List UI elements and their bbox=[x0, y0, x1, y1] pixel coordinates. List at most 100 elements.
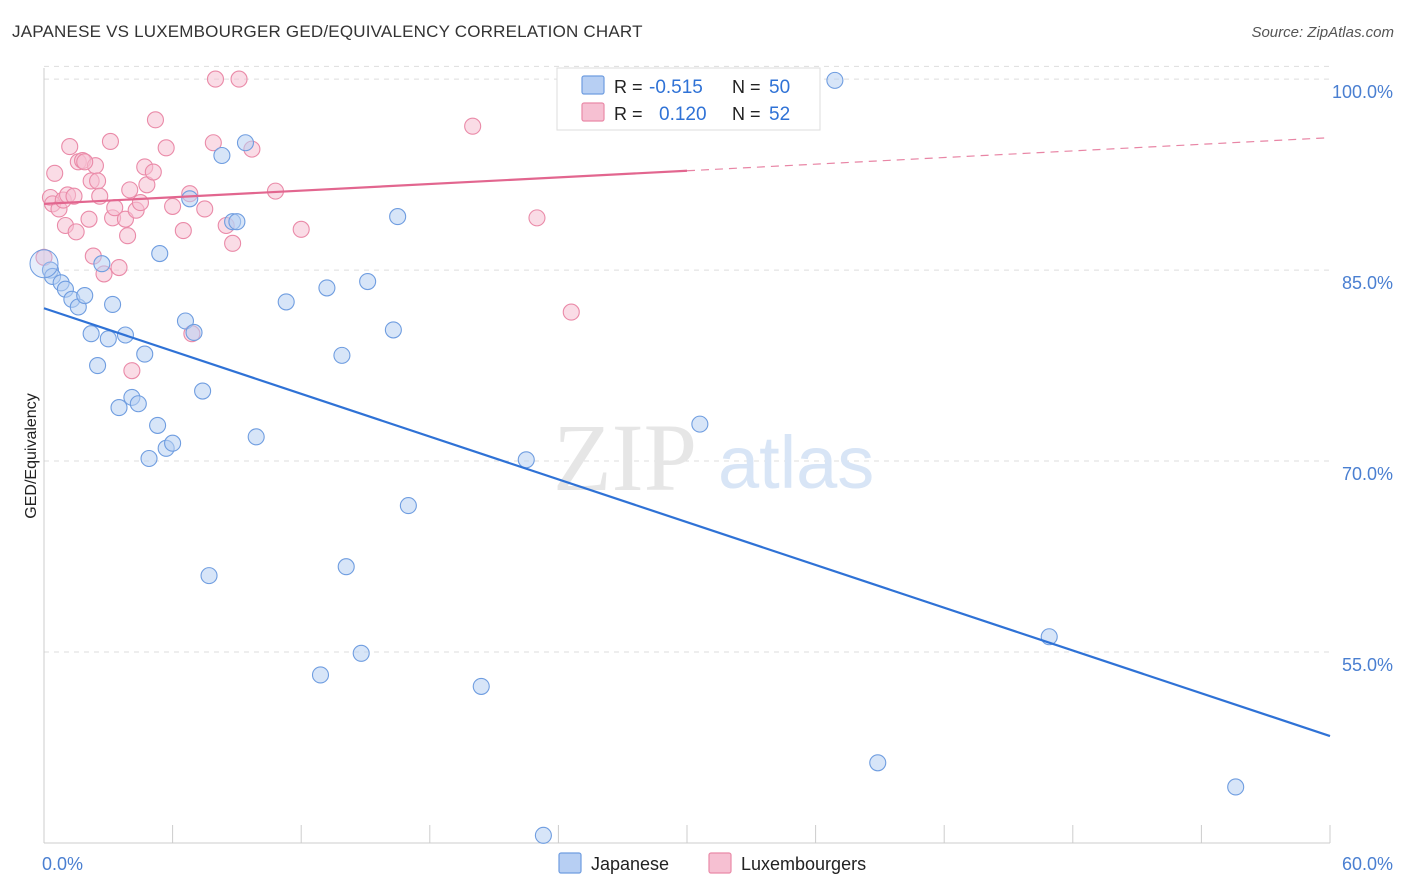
grid-lines bbox=[44, 65, 1330, 653]
japanese-point bbox=[76, 286, 94, 305]
luxembourger-point bbox=[67, 223, 85, 241]
luxembourger-point bbox=[230, 70, 248, 88]
legend-n-label-japanese: N = bbox=[732, 77, 761, 97]
legend-r-value-luxembourger: 0.120 bbox=[659, 104, 707, 125]
bottom-legend-label-japanese[interactable]: Japanese bbox=[591, 854, 669, 874]
luxembourger-point bbox=[76, 153, 94, 171]
y-tick-labels: 55.0% 70.0% 85.0% 100.0% bbox=[1332, 82, 1393, 675]
legend-r-value-japanese: -0.515 bbox=[649, 77, 703, 98]
japanese-point bbox=[318, 279, 336, 297]
japanese-point bbox=[93, 255, 111, 273]
japanese-point bbox=[333, 346, 351, 364]
legend-n-value-luxembourger: 52 bbox=[769, 104, 790, 125]
japanese-point bbox=[149, 416, 167, 434]
legend-n-label-luxembourger: N = bbox=[732, 104, 761, 124]
x-tick-label-max: 60.0% bbox=[1342, 854, 1393, 874]
bottom-legend: Japanese Luxembourgers bbox=[558, 852, 866, 874]
luxembourger-point bbox=[119, 227, 137, 245]
luxembourger-point bbox=[144, 163, 162, 181]
luxembourger-point bbox=[146, 111, 165, 129]
japanese-point bbox=[1227, 778, 1245, 796]
luxembourger-point bbox=[89, 172, 107, 190]
luxembourger-point bbox=[164, 197, 182, 215]
x-tick-label-min: 0.0% bbox=[42, 854, 83, 874]
luxembourger-trend-line-extrapolated bbox=[686, 137, 1331, 172]
legend-swatch-japanese bbox=[581, 75, 605, 95]
source-credit: Source: ZipAtlas.com bbox=[1251, 24, 1394, 41]
luxembourger-point bbox=[174, 222, 192, 240]
legend-r-label-japanese: R = bbox=[614, 77, 643, 97]
japanese-point bbox=[236, 134, 255, 152]
luxembourger-point bbox=[528, 209, 546, 227]
bottom-legend-swatch-japanese[interactable] bbox=[558, 852, 582, 874]
japanese-point bbox=[181, 190, 199, 208]
luxembourger-trend-line bbox=[43, 169, 688, 205]
trend-lines bbox=[43, 137, 1331, 738]
japanese-point bbox=[826, 71, 844, 89]
luxembourger-point bbox=[80, 210, 98, 228]
luxembourger-point bbox=[196, 200, 214, 218]
japanese-point bbox=[472, 677, 490, 695]
japanese-point bbox=[82, 325, 100, 343]
japanese-point bbox=[140, 449, 158, 468]
japanese-point bbox=[228, 213, 246, 231]
luxembourger-point bbox=[65, 187, 83, 205]
japanese-point bbox=[194, 382, 212, 400]
luxembourger-point bbox=[46, 164, 64, 182]
luxembourger-point bbox=[131, 194, 149, 212]
japanese-point bbox=[136, 345, 154, 363]
japanese-point bbox=[311, 666, 330, 684]
japanese-point-large bbox=[29, 249, 59, 279]
bottom-legend-label-luxembourgers[interactable]: Luxembourgers bbox=[741, 854, 866, 874]
bottom-legend-swatch-luxembourgers[interactable] bbox=[708, 852, 732, 874]
japanese-point bbox=[384, 321, 402, 339]
luxembourger-point bbox=[204, 134, 222, 152]
legend-r-label-luxembourger: R = bbox=[614, 104, 643, 124]
japanese-point bbox=[534, 826, 552, 844]
watermark-atlas: atlas bbox=[718, 421, 874, 504]
japanese-point bbox=[359, 272, 377, 291]
luxembourger-point bbox=[206, 70, 225, 88]
luxembourger-point bbox=[121, 181, 139, 199]
japanese-point bbox=[89, 357, 107, 375]
luxembourger-point bbox=[101, 132, 119, 151]
japanese-point bbox=[151, 244, 169, 263]
y-tick-label: 70.0% bbox=[1342, 464, 1393, 484]
japanese-point bbox=[200, 567, 218, 585]
japanese-point bbox=[247, 428, 265, 446]
y-tick-label: 85.0% bbox=[1342, 273, 1393, 293]
y-tick-label: 100.0% bbox=[1332, 82, 1393, 102]
japanese-point bbox=[164, 434, 182, 452]
watermark-zip: ZIP bbox=[553, 404, 697, 511]
japanese-point bbox=[104, 295, 122, 313]
japanese-point bbox=[129, 395, 147, 413]
japanese-trend-line bbox=[43, 307, 1331, 738]
luxembourger-point bbox=[464, 117, 482, 135]
luxembourger-point bbox=[123, 362, 141, 380]
japanese-points bbox=[29, 71, 1245, 844]
japanese-point bbox=[337, 558, 355, 576]
japanese-point bbox=[352, 644, 370, 662]
japanese-point bbox=[99, 330, 117, 348]
japanese-point bbox=[185, 323, 203, 342]
luxembourger-point bbox=[292, 220, 310, 238]
japanese-point bbox=[110, 399, 128, 417]
japanese-point bbox=[691, 415, 709, 433]
japanese-point bbox=[399, 497, 417, 515]
y-axis-label: GED/Equivalency bbox=[23, 393, 40, 518]
luxembourger-point bbox=[61, 138, 79, 156]
y-tick-label: 55.0% bbox=[1342, 655, 1393, 675]
luxembourger-point bbox=[224, 234, 242, 252]
japanese-point bbox=[176, 312, 195, 330]
japanese-point bbox=[213, 146, 231, 165]
japanese-point bbox=[389, 208, 407, 226]
chart-title: JAPANESE VS LUXEMBOURGER GED/EQUIVALENCY… bbox=[12, 22, 643, 41]
japanese-point bbox=[277, 293, 295, 311]
japanese-point bbox=[869, 754, 887, 772]
legend-n-value-japanese: 50 bbox=[769, 77, 790, 98]
luxembourger-point bbox=[110, 258, 128, 277]
japanese-point bbox=[517, 451, 535, 469]
luxembourger-point bbox=[157, 139, 175, 157]
watermark: ZIP atlas bbox=[553, 404, 874, 511]
luxembourger-point bbox=[562, 303, 580, 321]
